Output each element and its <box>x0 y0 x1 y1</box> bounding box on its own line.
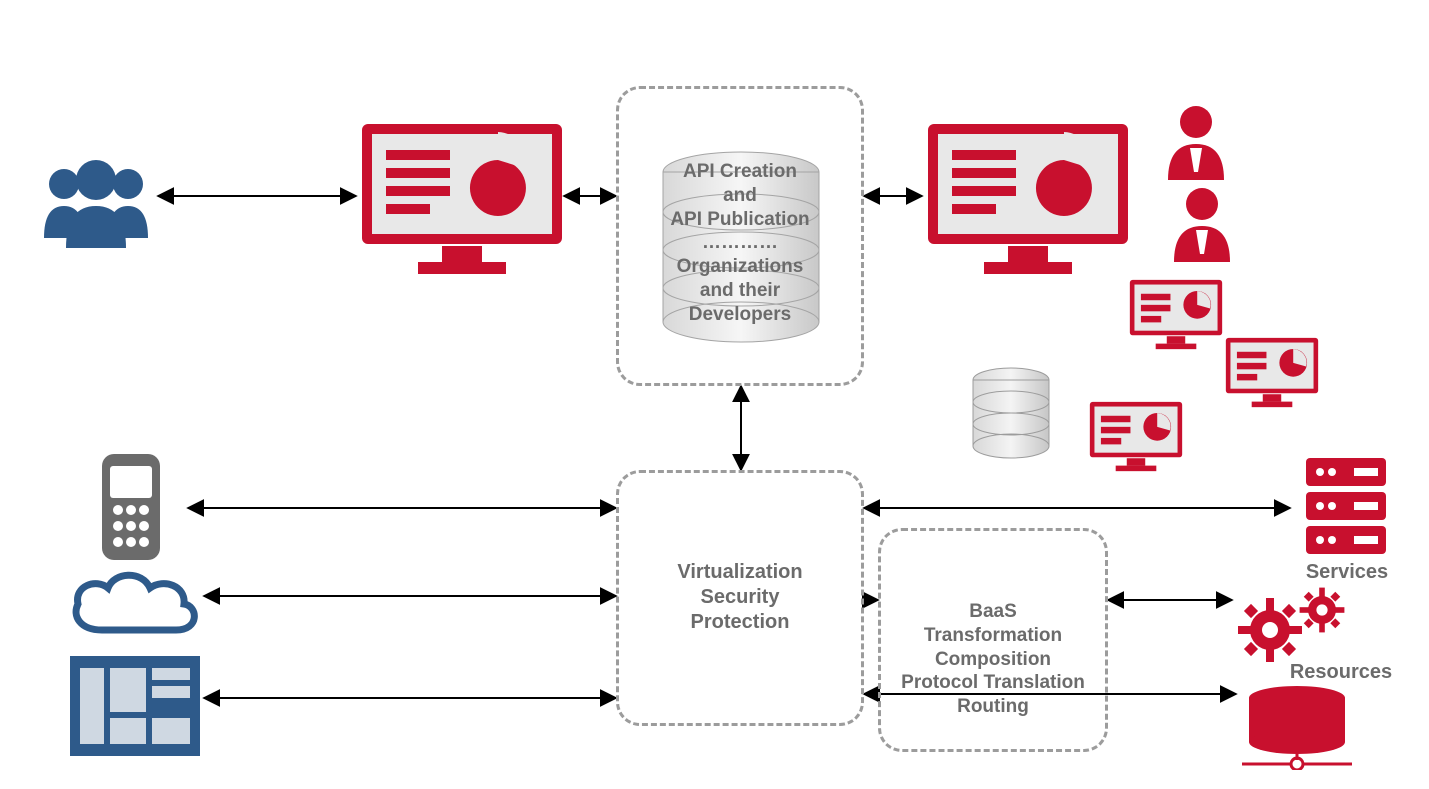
resources-label: Resources <box>1276 660 1406 685</box>
monitor-left <box>358 120 566 280</box>
red-db-icon <box>1242 684 1352 770</box>
monitor-right <box>924 120 1132 280</box>
services-label: Services <box>1292 560 1402 585</box>
manager-text: API CreationandAPI Publication…………Organi… <box>640 160 840 326</box>
phone-icon <box>96 452 166 562</box>
users-icon <box>36 158 156 248</box>
monitor-small-2 <box>1224 336 1320 410</box>
gears-icon <box>1236 584 1354 664</box>
server-text: BaaSTransformationCompositionProtocol Tr… <box>888 600 1098 719</box>
server-icon <box>1298 452 1394 560</box>
monitor-small-1 <box>1128 278 1224 352</box>
cloud-icon <box>64 566 204 644</box>
small-db-icon <box>968 366 1054 462</box>
person-1-icon <box>1160 104 1232 180</box>
dashboard-block-icon <box>70 656 200 756</box>
gateway-text: VirtualizationSecurityProtection <box>636 560 844 635</box>
person-2-icon <box>1166 186 1238 262</box>
monitor-small-3 <box>1088 400 1184 474</box>
